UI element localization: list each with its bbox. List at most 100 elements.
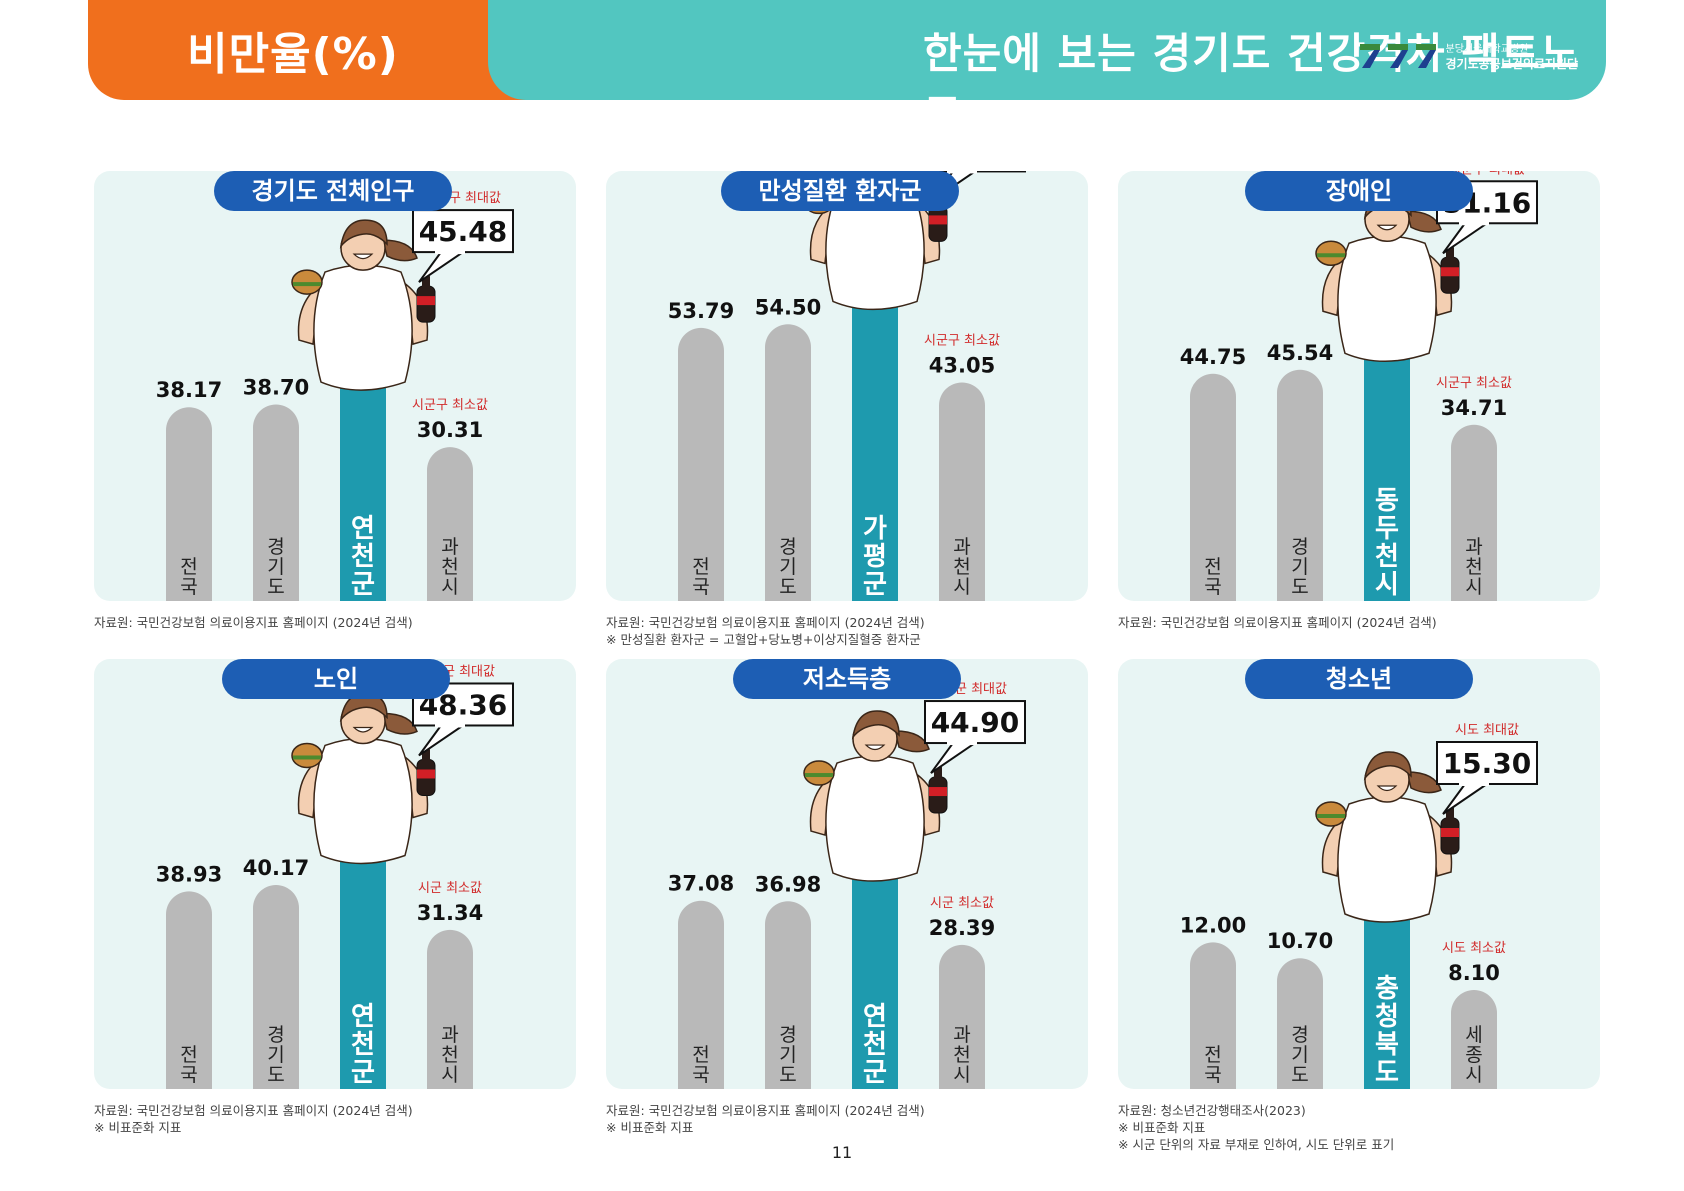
category-label-char: 천 (863, 1030, 887, 1060)
cola-label-shape (1441, 267, 1459, 277)
value-label: 12.00 (1180, 913, 1246, 937)
value-label: 38.93 (156, 862, 222, 886)
burger-icon (291, 742, 323, 769)
callout-gap-shape (435, 722, 465, 728)
category-label-char: 기 (1291, 556, 1308, 578)
category-label-char: 경 (779, 536, 796, 558)
smile-shape (352, 253, 374, 260)
cola-neck-shape (1446, 808, 1454, 820)
source-note-total: 자료원: 국민건강보험 의료이용지표 홈페이지 (2024년 검색) (94, 614, 413, 631)
obese-figure-illustration (1315, 190, 1460, 363)
smile-shape (1376, 785, 1398, 792)
category-label-char: 도 (267, 576, 284, 598)
category-label-char: 경 (267, 536, 284, 558)
category-label-char: 천 (953, 1044, 970, 1066)
note-line: 자료원: 국민건강보험 의료이용지표 홈페이지 (2024년 검색) (94, 1103, 413, 1118)
category-label-char: 과 (953, 1024, 970, 1046)
logo: 분당서울대학교병원 경기도공공보건의료지원단 (1359, 42, 1578, 72)
note-line: 자료원: 국민건강보험 의료이용지표 홈페이지 (2024년 검색) (1118, 615, 1437, 630)
category-label-char: 북 (1375, 1030, 1399, 1060)
bar (166, 407, 212, 601)
value-label: 44.75 (1180, 345, 1246, 369)
callout-gap-shape (1459, 781, 1489, 786)
category-label-char: 국 (180, 576, 197, 598)
category-label-char: 경 (1291, 1024, 1308, 1046)
category-label-char: 전 (692, 1044, 709, 1066)
burger-icon (803, 760, 835, 786)
burger-lettuce-shape (1317, 814, 1345, 818)
bar (1277, 958, 1323, 1089)
category-label-char: 과 (1465, 536, 1482, 558)
source-note-lowincome: 자료원: 국민건강보험 의료이용지표 홈페이지 (2024년 검색) ※ 비표준… (606, 1102, 925, 1136)
value-label: 34.71 (1441, 396, 1507, 420)
category-label-char: 천 (953, 556, 970, 578)
category-label-char: 군 (351, 1058, 375, 1088)
bar-highlight (1364, 341, 1410, 601)
page-subtitle: 한눈에 보는 경기도 건강격차 팩트노트 (923, 29, 1581, 139)
source-note-youth: 자료원: 청소년건강행태조사(2023) ※ 비표준화 지표 ※ 시군 단위의 … (1118, 1102, 1394, 1153)
note-line: 자료원: 국민건강보험 의료이용지표 홈페이지 (2024년 검색) (606, 1103, 925, 1118)
category-label-char: 전 (692, 556, 709, 578)
bar (1277, 369, 1323, 601)
bar (253, 885, 299, 1089)
source-note-chronic: 자료원: 국민건강보험 의료이용지표 홈페이지 (2024년 검색) ※ 만성질… (606, 614, 925, 648)
category-label-char: 평 (863, 542, 887, 572)
chart-panel-total: 38.17 전 국 38.70 경 기 도 연 천 군 30.31 과 천 시 시군구 최소값 45.48 시군… (94, 171, 576, 601)
category-label-char: 도 (1291, 576, 1308, 598)
callout-gap-shape (947, 740, 977, 746)
cola-label-shape (929, 787, 947, 797)
bar-highlight (852, 289, 898, 601)
category-label-char: 천 (351, 1030, 375, 1060)
bar (939, 382, 985, 601)
hair-shape (851, 710, 900, 740)
body-shirt-shape (1337, 235, 1437, 363)
category-label-char: 시 (441, 1064, 458, 1086)
note-line: 자료원: 국민건강보험 의료이용지표 홈페이지 (2024년 검색) (94, 615, 413, 630)
category-label-char: 도 (779, 576, 796, 598)
smile-shape (1376, 224, 1398, 231)
bar (166, 891, 212, 1089)
ponytail-shape (1406, 210, 1442, 233)
category-label-char: 기 (267, 556, 284, 578)
bar-highlight (340, 843, 386, 1089)
value-label: 37.08 (668, 872, 734, 896)
callout-tail-shape (1442, 222, 1491, 255)
callout-tail-shape (418, 251, 467, 283)
category-label-char: 연 (863, 1002, 887, 1032)
obese-figure-illustration (1315, 751, 1460, 923)
category-label-char: 시 (953, 1064, 970, 1086)
chart-title: 저소득층 (733, 659, 961, 699)
bar-highlight (340, 370, 386, 601)
max-value-label: 15.30 (1443, 747, 1532, 780)
category-label-char: 기 (267, 1044, 284, 1066)
chart-panel-youth: 12.00 전 국 10.70 경 기 도 충 청 북 도 8.10 세 종 시 시도 최소값 15.30 시도 … (1118, 659, 1600, 1089)
category-label-char: 동 (1375, 486, 1399, 516)
category-label-char: 세 (1465, 1024, 1482, 1046)
bar-highlight (1364, 902, 1410, 1089)
value-label: 43.05 (929, 353, 995, 377)
cola-neck-shape (422, 276, 430, 289)
cola-label-shape (417, 296, 435, 306)
chart-title: 경기도 전체인구 (214, 171, 452, 211)
bar (1190, 942, 1236, 1089)
max-value-label: 45.48 (419, 215, 508, 248)
min-annotation-label: 시군 최소값 (418, 881, 482, 896)
note-line: ※ 비표준화 지표 (94, 1120, 182, 1135)
callout-gap-shape (1459, 220, 1489, 226)
category-label-char: 두 (1375, 514, 1399, 544)
callout-tail-shape (1442, 783, 1491, 815)
ponytail-shape (1406, 771, 1442, 794)
hair-shape (1363, 751, 1412, 781)
category-label-char: 도 (779, 1064, 796, 1086)
min-annotation-label: 시군구 최소값 (1436, 376, 1512, 391)
category-label-char: 연 (351, 1002, 375, 1032)
category-label-char: 과 (441, 536, 458, 558)
max-value-label: 44.90 (931, 706, 1020, 739)
callout-gap-shape (435, 249, 465, 255)
category-label-char: 시 (1375, 570, 1399, 600)
